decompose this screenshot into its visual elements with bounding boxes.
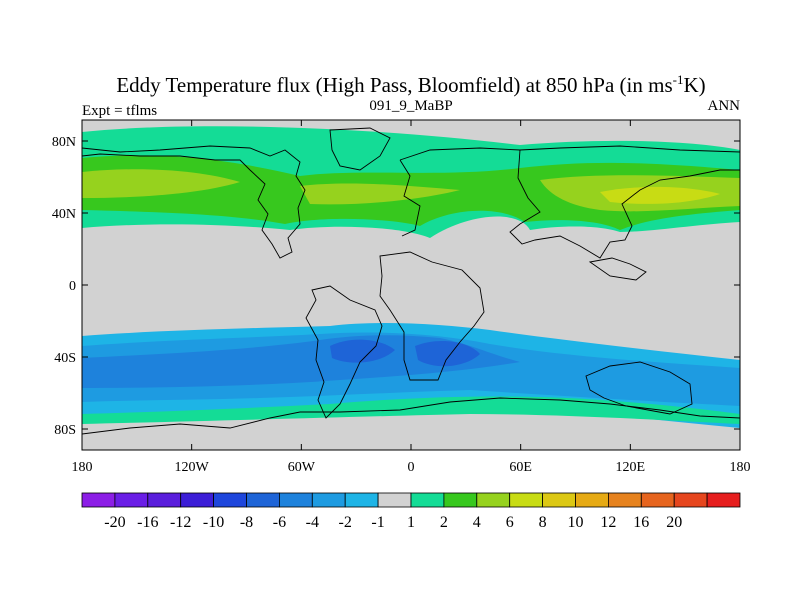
colorbar-label: -12 [170, 514, 191, 531]
longitude-axis: 180 120W 60W 0 60E 120E 180 [72, 120, 751, 475]
coast-greenland [329, 127, 391, 171]
colorbar-swatch [344, 492, 379, 508]
colorbar-label: -6 [273, 514, 286, 531]
coastlines [82, 127, 740, 435]
colorbar-swatch [114, 492, 149, 508]
lat-tick-label: 80S [54, 423, 76, 438]
colorbar-label: 2 [440, 514, 448, 531]
lon-tick-label: 120E [616, 460, 646, 475]
colorbar-swatch [706, 492, 741, 508]
sh-band-blue [82, 335, 520, 388]
colorbar-swatch [278, 492, 313, 508]
colorbar-label: -4 [306, 514, 319, 531]
colorbar-swatch [147, 492, 182, 508]
colorbar-swatch [410, 492, 445, 508]
lon-tick-label: 0 [408, 460, 415, 475]
nh-band-yellowgreen-2 [300, 183, 460, 205]
colorbar-label: -2 [339, 514, 352, 531]
colorbar-swatch [509, 492, 544, 508]
season-label: ANN [708, 98, 741, 114]
colorbar: -20 -16 -12 -10 -8 -6 -4 -2 -1 1 2 4 6 8 10 12 16 20 [81, 492, 741, 531]
colorbar-label: 8 [539, 514, 547, 531]
lat-tick-label: 40S [54, 351, 76, 366]
nh-band-yellowgreen [82, 169, 240, 198]
flux-field [82, 120, 740, 450]
coast-australia [585, 361, 693, 415]
colorbar-label: 12 [600, 514, 616, 531]
colorbar-swatch [246, 492, 280, 508]
colorbar-label: 20 [666, 514, 682, 531]
colorbar-swatch [476, 492, 511, 508]
colorbar-swatch [81, 492, 116, 508]
colorbar-swatch [377, 492, 412, 508]
sh-green-patch [440, 400, 540, 413]
experiment-label: Expt = tflms [82, 103, 157, 119]
coast-indonesia [588, 257, 647, 281]
lat-tick-label: 40N [52, 207, 76, 222]
colorbar-label: 16 [633, 514, 649, 531]
colorbar-swatch [542, 492, 576, 508]
coast-africa [379, 251, 485, 381]
colorbar-swatch [213, 492, 247, 508]
lat-tick-label: 0 [69, 279, 76, 294]
lon-tick-label: 60W [288, 460, 316, 475]
colorbar-label: -20 [104, 514, 125, 531]
plot-title: Eddy Temperature flux (High Pass, Bloomf… [116, 72, 705, 97]
colorbar-label: -1 [371, 514, 384, 531]
colorbar-label: -16 [137, 514, 158, 531]
colorbar-label: 10 [568, 514, 584, 531]
coast-antarctica [82, 397, 740, 435]
colorbar-label: 6 [506, 514, 514, 531]
latitude-axis: 80N 40N 0 40S 80S [52, 135, 740, 438]
colorbar-label: 4 [473, 514, 481, 531]
sh-band-light-strip [82, 396, 740, 424]
coast-south-america [305, 285, 383, 419]
colorbar-swatch [575, 492, 609, 508]
colorbar-swatch [443, 492, 478, 508]
colorbar-swatch [673, 492, 708, 508]
nh-band-yellow [600, 186, 720, 204]
case-label: 091_9_MaBP [369, 98, 452, 114]
lon-tick-label: 180 [730, 460, 751, 475]
sh-band-dark-2 [415, 340, 480, 367]
colorbar-label: -8 [240, 514, 253, 531]
coast-north-america [82, 145, 306, 259]
coast-eurasia [399, 145, 740, 259]
colorbar-swatch [311, 492, 346, 508]
colorbar-swatch [640, 492, 675, 508]
colorbar-label: 1 [407, 514, 415, 531]
colorbar-swatch [608, 492, 642, 508]
lat-tick-label: 80N [52, 135, 76, 150]
lon-tick-label: 180 [72, 460, 93, 475]
lon-tick-label: 60E [509, 460, 532, 475]
sh-band-dark-1 [330, 339, 395, 363]
colorbar-swatch [180, 492, 214, 508]
lon-tick-label: 120W [175, 460, 210, 475]
colorbar-label: -10 [203, 514, 224, 531]
